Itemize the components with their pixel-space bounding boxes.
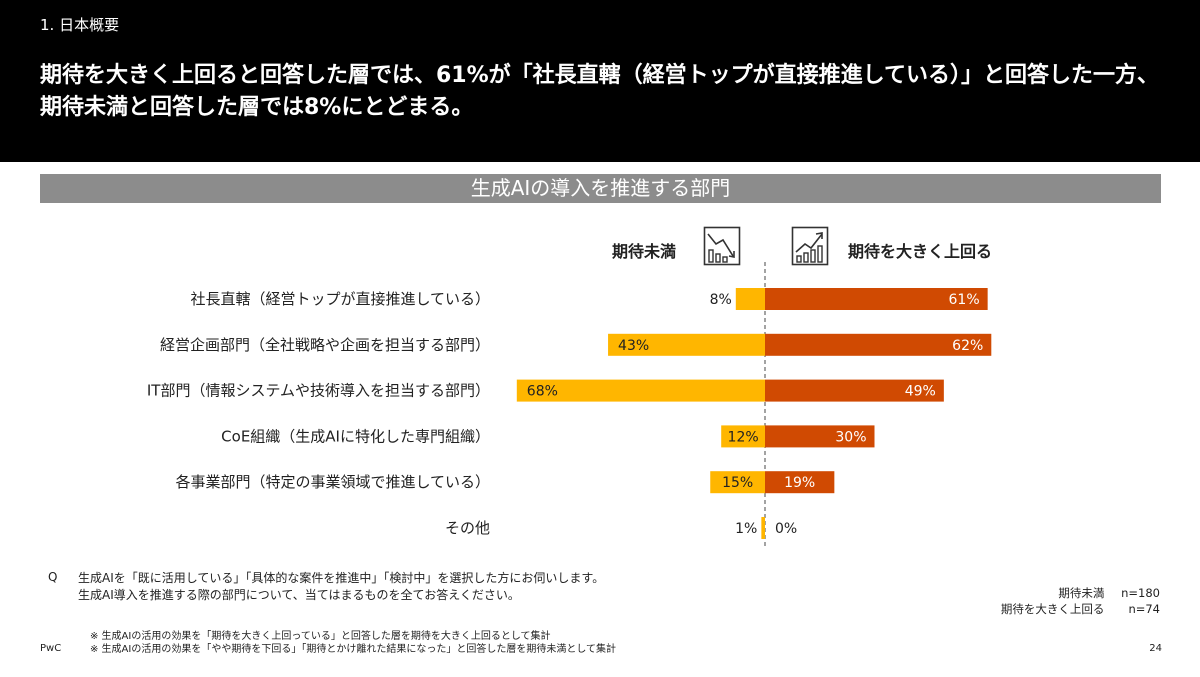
headline-line-2: 期待未満と回答した層では8%にとどまる。 [40,95,474,120]
bar-far-above-expectation [765,333,992,356]
data-label-far-above-expectation: 19% [784,475,815,491]
data-label-far-above-expectation: 62% [952,338,983,354]
declining-bar-chart-icon [703,226,741,266]
data-label-far-above-expectation: 61% [949,292,980,308]
category-label: 経営企画部門（全社戦略や企画を担当する部門） [160,336,490,354]
data-label-below-expectation: 68% [527,384,558,400]
category-label: その他 [445,519,490,537]
section-label: 1. 日本概要 [40,16,120,34]
footnote-2: ※ 生成AIの活用の効果を「やや期待を下回る」「期待とかけ離れた結果になった」と… [90,644,617,655]
question-marker: Q [48,570,58,584]
legend-below-expectation: 期待未満 [612,242,677,261]
bar-below-expectation [516,379,765,402]
data-label-far-above-expectation: 0% [775,521,797,537]
category-label: 各事業部門（特定の事業領域で推進している） [175,473,490,491]
bar-far-above-expectation [765,379,944,402]
headline-line-1: 期待を大きく上回ると回答した層では、61%が「社長直轄（経営トップが直接推進して… [40,63,1160,88]
question-text: 生成AIを「既に活用している」「具体的な案件を推進中」「検討中」を選択した方にお… [78,570,604,604]
bar-far-above-expectation [765,471,835,494]
bar-far-above-expectation [765,425,875,448]
data-label-below-expectation: 8% [710,292,732,308]
footnote-1: ※ 生成AIの活用の効果を「期待を大きく上回っている」と回答した層を期待を大きく… [90,631,551,642]
data-label-below-expectation: 1% [735,521,757,537]
category-label: 社長直轄（経営トップが直接推進している） [190,290,490,308]
legend-far-above-expectation: 期待を大きく上回る [848,242,993,261]
sample-size-label: 期待未満 [1058,586,1105,600]
slide-header: 1. 日本概要 期待を大きく上回ると回答した層では、61%が「社長直轄（経営トッ… [0,0,1200,162]
question-line-1: 生成AIを「既に活用している」「具体的な案件を推進中」「検討中」を選択した方にお… [78,571,605,585]
category-label: IT部門（情報システムや技術導入を担当する部門） [147,382,490,400]
bar-far-above-expectation [765,288,988,310]
sample-sizes: 期待未満 n=180 期待を大きく上回る n=74 [1001,585,1160,617]
sample-size-row: 期待を大きく上回る n=74 [1001,601,1160,617]
page-number: 24 [1149,643,1162,654]
data-label-far-above-expectation: 49% [905,384,936,400]
headline: 期待を大きく上回ると回答した層では、61%が「社長直轄（経営トップが直接推進して… [40,60,1160,124]
sample-size-row: 期待未満 n=180 [1001,585,1160,601]
sample-size-value: n=180 [1121,586,1160,600]
data-label-far-above-expectation: 30% [835,429,866,445]
bar-below-expectation [761,517,765,539]
bar-below-expectation [721,425,765,448]
bar-below-expectation [735,288,765,310]
question-line-2: 生成AI導入を推進する際の部門について、当てはまるものを全てお答えください。 [78,588,520,602]
data-label-below-expectation: 12% [728,429,759,445]
rising-bar-chart-icon [791,226,829,266]
category-label: CoE組織（生成AIに特化した専門組織） [221,427,490,445]
footnotes: ※ 生成AIの活用の効果を「期待を大きく上回っている」と回答した層を期待を大きく… [90,630,616,656]
chart-title: 生成AIの導入を推進する部門 [40,174,1161,203]
sample-size-value: n=74 [1128,602,1160,616]
brand-logo-text: PwC [40,643,62,654]
sample-size-label: 期待を大きく上回る [1000,602,1105,616]
bar-below-expectation [608,333,765,356]
data-label-below-expectation: 15% [722,475,753,491]
data-label-below-expectation: 43% [618,338,649,354]
bar-below-expectation [710,471,765,494]
